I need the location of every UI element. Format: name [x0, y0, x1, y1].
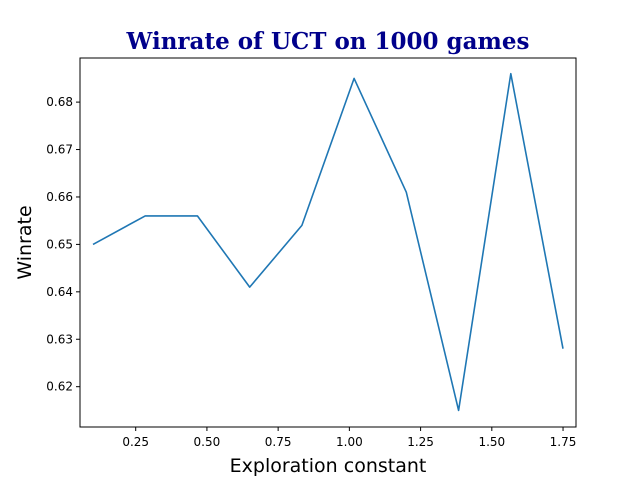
y-tick-label: 0.62	[46, 380, 73, 394]
y-axis-label: Winrate	[14, 205, 36, 279]
x-tick-label: 1.50	[478, 435, 505, 449]
y-tick-label: 0.67	[46, 143, 73, 157]
y-tick-label: 0.66	[46, 190, 73, 204]
x-tick-label: 0.75	[265, 435, 292, 449]
x-axis: 0.25 0.50 0.75 1.00 1.25 1.50 1.75	[122, 427, 576, 449]
chart-title: Winrate of UCT on 1000 games	[126, 28, 530, 55]
x-tick-label: 0.50	[194, 435, 221, 449]
plot-frame	[79, 57, 577, 428]
y-tick-label: 0.68	[46, 95, 73, 109]
x-axis-label: Exploration constant	[230, 455, 427, 477]
y-tick-label: 0.65	[46, 237, 73, 251]
y-tick-label: 0.64	[46, 285, 73, 299]
series-line	[92, 72, 564, 412]
y-axis: 0.62 0.63 0.64 0.65 0.66 0.67 0.68	[46, 95, 80, 394]
y-tick-label: 0.63	[46, 332, 73, 346]
x-tick-label: 1.00	[336, 435, 363, 449]
x-tick-label: 0.25	[122, 435, 149, 449]
x-tick-label: 1.75	[550, 435, 577, 449]
x-tick-label: 1.25	[407, 435, 434, 449]
